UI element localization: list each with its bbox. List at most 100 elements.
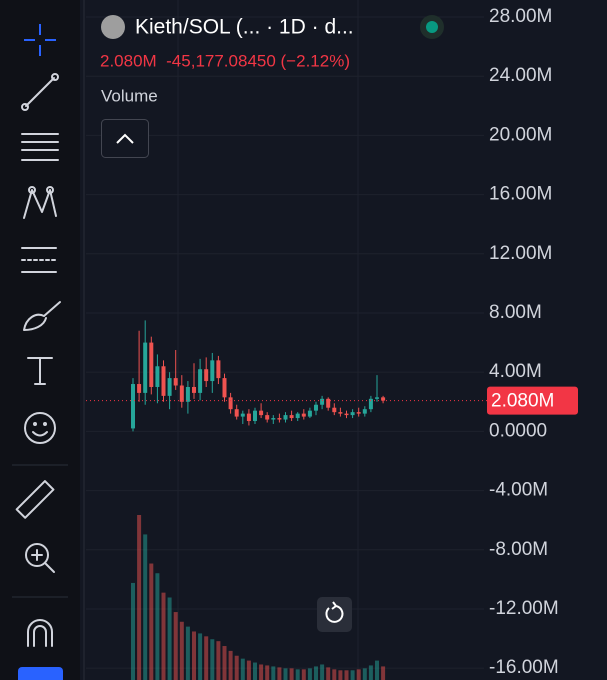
candle-body [362, 409, 367, 414]
candle-body [301, 413, 306, 417]
candle-body [161, 366, 166, 396]
volume-bar [356, 669, 361, 680]
volume-bar [234, 655, 239, 680]
status-dot [426, 21, 438, 33]
candle-body [222, 378, 227, 398]
text-tool[interactable] [27, 357, 53, 385]
candle-body [234, 409, 239, 417]
y-tick-label: 0.0000 [489, 420, 547, 441]
plot-area [86, 0, 487, 680]
y-tick-label: 20.00M [489, 124, 552, 145]
candle-body [307, 410, 312, 417]
fib-tool[interactable] [21, 133, 59, 161]
volume-bar [198, 633, 203, 680]
candle-body [149, 342, 154, 387]
candle-body [332, 407, 337, 413]
brush-tool[interactable] [23, 301, 61, 331]
candle-body [314, 404, 318, 411]
candle-body [173, 378, 178, 386]
y-tick-label: 8.00M [489, 302, 542, 323]
volume-bar [320, 664, 325, 680]
active-tool[interactable] [18, 667, 63, 680]
y-tick-label: 28.00M [489, 6, 552, 27]
candle-body [143, 342, 148, 393]
trend-line-tool[interactable] [21, 73, 59, 111]
collapse-button[interactable] [101, 119, 149, 158]
candle-body [137, 384, 142, 393]
candle-body [155, 366, 160, 387]
candle-body [381, 397, 386, 401]
candle-body [295, 413, 300, 419]
volume-bar [228, 650, 233, 680]
volume-bar [381, 666, 386, 680]
forecast-tool[interactable] [21, 247, 57, 273]
candle-body [246, 413, 251, 422]
pattern-tool[interactable] [23, 186, 57, 219]
volume-bar [368, 665, 373, 680]
candle-body [259, 410, 264, 416]
candle-body [326, 398, 331, 408]
volume-bar [283, 668, 288, 680]
volume-bar [307, 668, 312, 680]
y-tick-label: -16.00M [489, 657, 559, 678]
candle-body [356, 412, 361, 414]
volume-bar [295, 669, 300, 680]
volume-bar [240, 658, 245, 680]
reset-button[interactable] [317, 597, 352, 632]
candle-body [344, 413, 349, 416]
volume-bar [179, 621, 184, 680]
volume-bar [332, 669, 337, 680]
candle-body [240, 413, 245, 417]
toolbar [0, 0, 80, 680]
volume-bar [338, 670, 343, 680]
volume-bar [137, 515, 142, 680]
y-tick-label: 24.00M [489, 65, 552, 86]
candle-body [253, 410, 257, 422]
candle-body [283, 415, 288, 420]
candle-body [204, 369, 209, 382]
volume-bar [210, 639, 215, 680]
volume-bar [289, 668, 294, 680]
ruler-tool[interactable] [15, 480, 55, 519]
volume-bar [222, 646, 227, 680]
y-tick-label: -8.00M [489, 539, 548, 560]
emoji-tool[interactable] [24, 412, 56, 444]
candle-body [131, 384, 135, 429]
price-change: 2.080M -45,177.08450 (−2.12%) [100, 51, 350, 70]
volume-bar [350, 670, 355, 680]
candle-body [192, 386, 196, 393]
crosshair-tool[interactable] [24, 24, 56, 56]
volume-bar [246, 660, 251, 680]
zoom-tool[interactable] [25, 543, 55, 573]
candle-body [320, 398, 325, 405]
volume-bar [155, 573, 160, 680]
y-tick-label: -12.00M [489, 598, 559, 619]
candle-body [185, 386, 190, 402]
volume-bar [301, 669, 306, 680]
candle-body [375, 397, 379, 399]
candle-body [271, 418, 276, 420]
candle-body [216, 360, 221, 379]
candle-body [228, 397, 233, 410]
candle-body [350, 412, 355, 416]
volume-bar [167, 597, 172, 680]
candle-body [368, 398, 373, 410]
magnet-tool[interactable] [27, 619, 53, 647]
volume-bar [271, 666, 276, 680]
volume-label: Volume [101, 86, 158, 105]
candle-body [277, 418, 282, 420]
volume-bar [161, 592, 166, 680]
candle-body [289, 415, 294, 419]
y-tick-label: 16.00M [489, 184, 552, 205]
volume-bar [259, 664, 264, 680]
candle-body [338, 412, 343, 414]
candle-body [198, 369, 203, 393]
y-tick-label: 12.00M [489, 243, 552, 264]
volume-bar [185, 626, 190, 680]
last-price-box [487, 386, 578, 415]
y-tick-label: -4.00M [489, 480, 548, 501]
volume-bar [277, 667, 282, 680]
y-tick-label: 4.00M [489, 361, 542, 382]
